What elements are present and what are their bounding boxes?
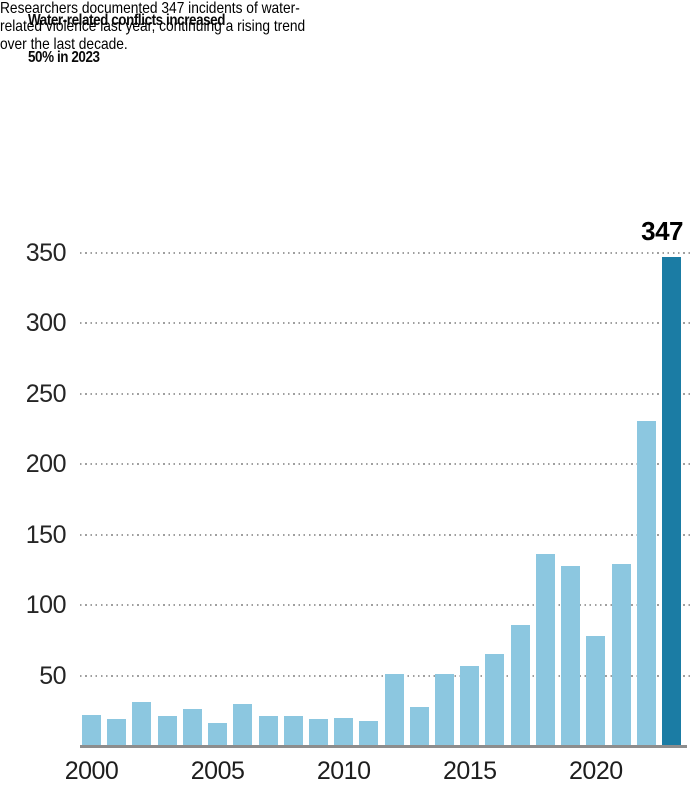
bar-2022 <box>636 421 656 746</box>
x-axis-tick-2000: 2000 <box>64 757 119 785</box>
bar-2010 <box>334 718 354 746</box>
bar-2018 <box>535 554 555 746</box>
bar-2007 <box>258 716 278 746</box>
bar-2008 <box>283 716 303 746</box>
bar-2009 <box>308 719 328 746</box>
bar-2014 <box>435 674 455 746</box>
bar-2004 <box>182 709 202 746</box>
peak-value-label: 347 <box>641 216 683 246</box>
title-line-1: Water-related conflicts increased <box>28 12 226 29</box>
plot-area: 347 <box>80 216 693 748</box>
bar-2000 <box>82 715 101 746</box>
x-axis-tick-2010: 2010 <box>316 757 371 785</box>
bar-2013 <box>409 707 429 746</box>
bar-2012 <box>384 674 404 746</box>
bar-2002 <box>132 702 152 746</box>
gridline-150 <box>80 533 693 536</box>
bar-2015 <box>460 666 480 746</box>
y-axis-tick-150: 150 <box>25 520 67 549</box>
gridline-300 <box>80 322 693 325</box>
bar-2016 <box>485 654 505 746</box>
y-axis-tick-300: 300 <box>25 309 67 338</box>
page-title: Water-related conflicts increased 50% in… <box>28 2 263 76</box>
bar-chart: 347 50 100 150 200 250 300 350 2000 2005 2010 2015… <box>0 210 700 787</box>
bar-2003 <box>157 716 177 746</box>
gridline-250 <box>80 392 693 395</box>
subtitle-line-3: over the last decade. <box>0 36 128 53</box>
y-axis-tick-250: 250 <box>25 379 67 408</box>
y-axis-tick-100: 100 <box>25 591 67 620</box>
subtitle-line-1: Researchers documented 347 incidents of … <box>0 0 300 17</box>
bar-2021 <box>611 564 631 746</box>
bar-2011 <box>359 721 379 746</box>
x-axis-line <box>80 745 687 748</box>
bar-2017 <box>510 625 530 746</box>
x-axis-tick-2005: 2005 <box>190 757 245 785</box>
gridline-200 <box>80 463 693 466</box>
x-axis-tick-2015: 2015 <box>442 757 497 785</box>
y-axis-tick-350: 350 <box>25 239 67 267</box>
bar-2001 <box>107 719 127 746</box>
y-axis-tick-200: 200 <box>25 450 67 479</box>
title-line-2: 50% in 2023 <box>28 49 100 66</box>
bar-2023 <box>662 257 681 746</box>
subtitle-line-2: related violence last year, continuing a… <box>0 18 306 35</box>
bar-2005 <box>208 723 228 746</box>
gridline-100 <box>80 604 693 607</box>
x-axis-tick-2020: 2020 <box>569 757 623 785</box>
bar-2020 <box>586 636 606 746</box>
bar-2019 <box>561 566 581 746</box>
bar-2006 <box>233 704 253 746</box>
gridline-350 <box>80 252 693 254</box>
y-axis-tick-50: 50 <box>39 661 66 690</box>
